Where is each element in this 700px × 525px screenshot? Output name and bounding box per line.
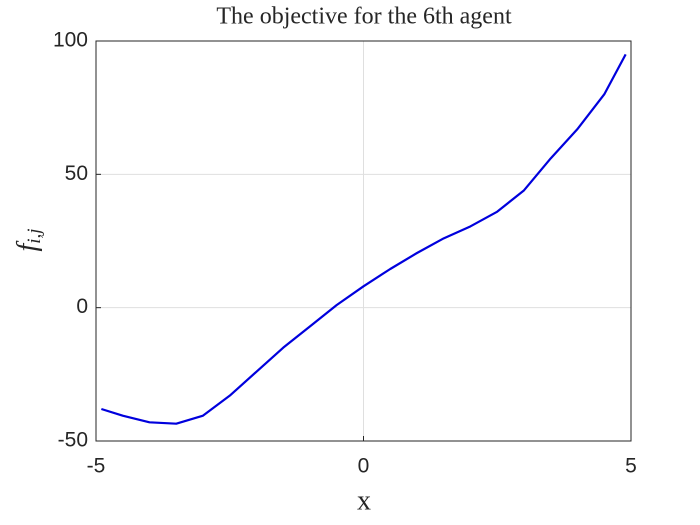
y-axis-label: fi,j xyxy=(12,228,45,251)
x-axis-label: x xyxy=(357,485,371,516)
y-axis-label-base: f xyxy=(12,241,43,252)
y-axis-label-subscript: i,j xyxy=(24,228,45,243)
x-tick-label: -5 xyxy=(87,455,106,478)
y-tick-label: 50 xyxy=(65,162,88,185)
y-tick-label: 100 xyxy=(53,29,88,52)
plot-frame xyxy=(95,40,632,442)
chart-title: The objective for the 6th agent xyxy=(216,4,512,30)
data-line xyxy=(101,53,627,425)
x-tick-label: 5 xyxy=(625,455,637,478)
y-tick-label: 0 xyxy=(76,295,88,318)
x-tick-label: 0 xyxy=(358,455,370,478)
y-tick-label: -50 xyxy=(58,429,88,452)
